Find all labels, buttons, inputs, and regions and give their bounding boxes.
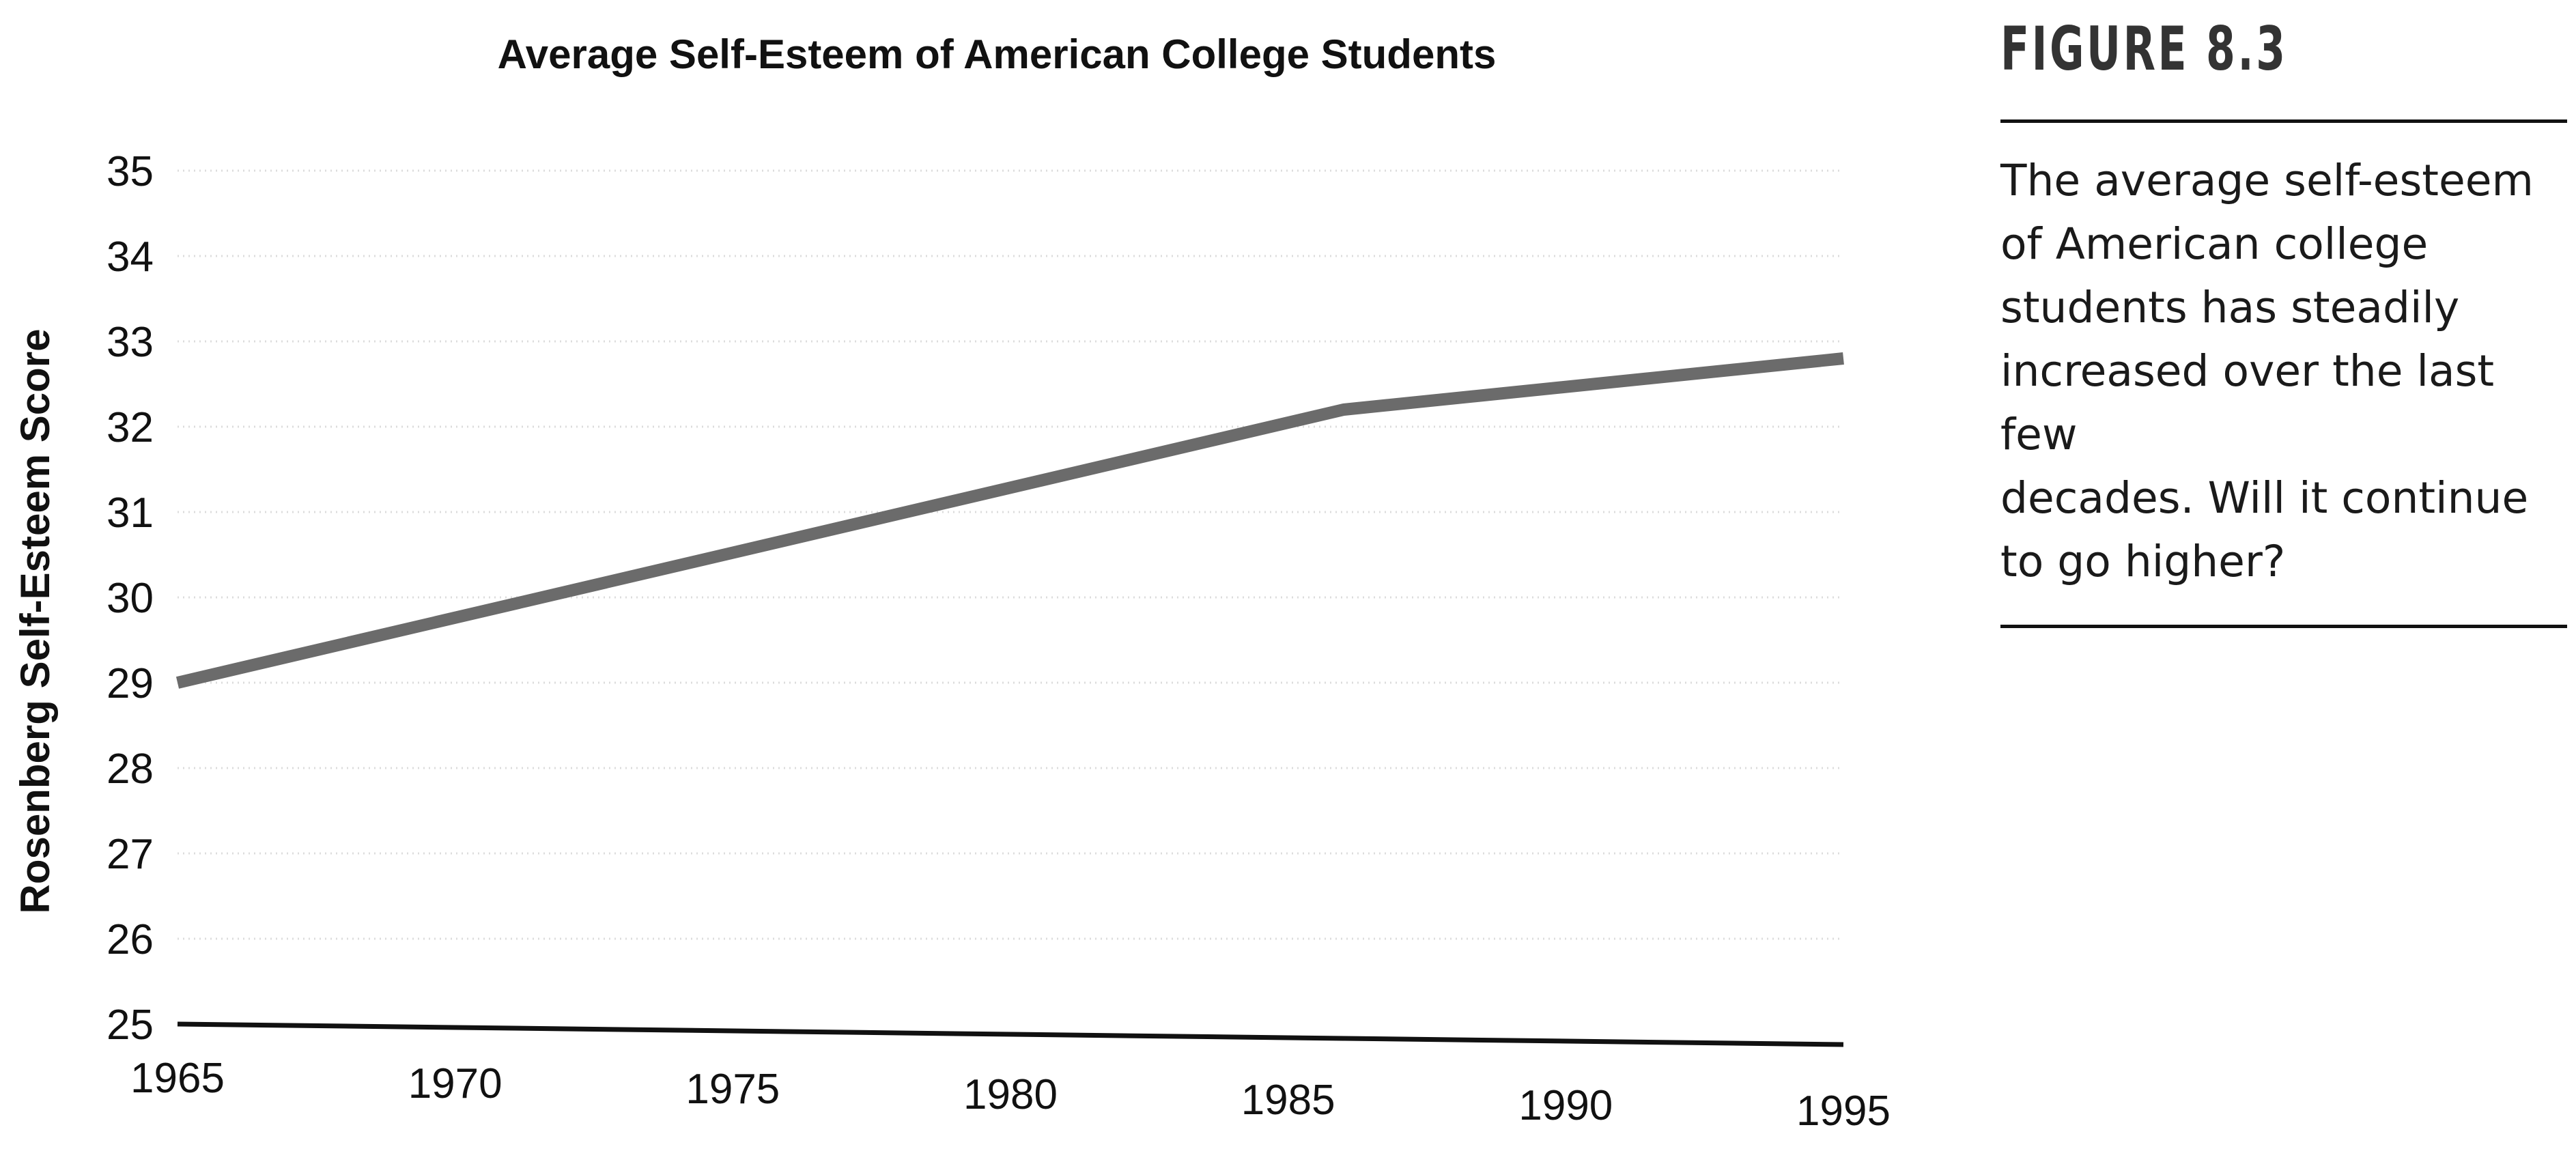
series — [175, 352, 1844, 689]
x-tick-label: 1985 — [1241, 1077, 1335, 1124]
divider-bottom — [2000, 625, 2567, 628]
y-tick-label: 33 — [107, 319, 154, 366]
figure-sidebar: FIGURE 8.3 The average self-esteem of Am… — [2000, 14, 2567, 628]
y-tick-label: 26 — [107, 916, 154, 963]
chart-title: Average Self-Esteem of American College … — [498, 31, 1497, 77]
y-tick-label: 34 — [107, 233, 154, 281]
axes — [177, 1021, 1844, 1047]
y-tick-label: 31 — [107, 490, 154, 537]
x-tick-label: 1975 — [685, 1066, 780, 1113]
line-chart: Average Self-Esteem of American College … — [12, 31, 1891, 1135]
x-tick-label: 1995 — [1796, 1088, 1891, 1135]
y-tick-label: 30 — [107, 575, 154, 622]
x-tick-label: 1980 — [963, 1071, 1058, 1118]
y-axis-label: Rosenberg Self-Esteem Score — [12, 329, 58, 914]
series-line — [175, 352, 1844, 689]
x-tick-label: 1965 — [130, 1055, 225, 1102]
y-tick-label: 27 — [107, 831, 154, 878]
y-tick-labels: 25 26 27 28 29 30 31 32 33 34 35 — [107, 148, 154, 1049]
x-axis-line — [177, 1021, 1844, 1047]
y-tick-label: 32 — [107, 404, 154, 451]
x-tick-label: 1970 — [408, 1060, 503, 1107]
gridlines — [178, 169, 1843, 940]
x-tick-label: 1990 — [1518, 1082, 1613, 1129]
x-tick-labels: 1965 1970 1975 1980 1985 1990 1995 — [130, 1055, 1891, 1135]
y-tick-label: 25 — [107, 1002, 154, 1049]
y-tick-label: 28 — [107, 746, 154, 793]
y-tick-label: 29 — [107, 660, 154, 707]
figure-label: FIGURE 8.3 — [2000, 14, 2288, 84]
divider-top — [2000, 119, 2567, 123]
y-tick-label: 35 — [107, 148, 154, 195]
figure-caption: The average self-esteem of American coll… — [2000, 156, 2534, 586]
chart: Average Self-Esteem of American College … — [12, 31, 1891, 1135]
